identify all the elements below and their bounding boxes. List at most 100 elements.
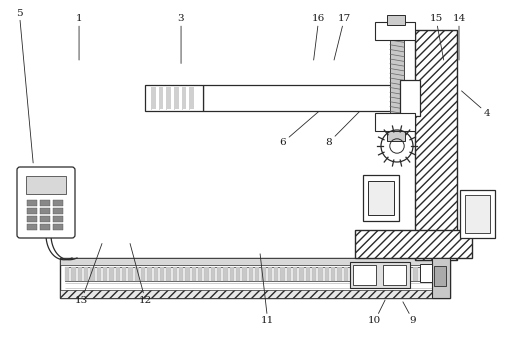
Bar — [26, 176, 66, 194]
Bar — [386, 15, 404, 25]
Bar — [352, 265, 375, 285]
Bar — [60, 258, 449, 298]
Bar — [354, 230, 471, 258]
Bar — [185, 267, 189, 281]
Bar — [305, 267, 309, 281]
Text: 12: 12 — [130, 244, 152, 305]
Bar — [412, 267, 417, 281]
Bar — [254, 267, 259, 281]
Bar — [40, 224, 50, 230]
Bar — [425, 267, 430, 281]
Text: 11: 11 — [260, 254, 274, 325]
Bar — [166, 87, 171, 109]
Bar — [382, 265, 405, 285]
Bar — [65, 267, 444, 281]
Bar — [158, 87, 163, 109]
Bar — [27, 200, 37, 206]
Bar — [406, 267, 411, 281]
Bar — [60, 290, 449, 298]
Bar — [419, 264, 431, 282]
Text: 8: 8 — [325, 111, 359, 147]
Bar — [389, 40, 403, 116]
Bar — [173, 267, 177, 281]
Bar — [189, 87, 193, 109]
Bar — [116, 267, 120, 281]
Bar — [324, 267, 328, 281]
Bar — [273, 267, 278, 281]
Bar — [122, 267, 126, 281]
Bar — [27, 216, 37, 222]
Text: 1: 1 — [76, 14, 82, 60]
Bar — [374, 113, 414, 131]
Bar — [151, 87, 155, 109]
Bar — [53, 200, 63, 206]
Bar — [330, 267, 335, 281]
Bar — [369, 267, 373, 281]
Bar — [147, 267, 152, 281]
Bar — [349, 267, 354, 281]
Bar — [109, 267, 114, 281]
Bar — [248, 267, 252, 281]
Bar — [419, 267, 423, 281]
Bar — [459, 190, 494, 238]
Text: 13: 13 — [75, 244, 102, 305]
Bar — [431, 258, 449, 298]
Bar — [160, 267, 164, 281]
Bar — [375, 267, 379, 281]
Bar — [174, 87, 178, 109]
Bar — [293, 267, 297, 281]
Text: 3: 3 — [178, 14, 184, 63]
Bar — [267, 267, 272, 281]
Bar — [349, 262, 409, 288]
Bar — [362, 175, 398, 221]
Bar — [387, 267, 391, 281]
Bar — [367, 181, 393, 215]
Bar — [53, 216, 63, 222]
Text: 17: 17 — [333, 14, 350, 60]
Bar — [416, 88, 421, 108]
Bar — [97, 267, 101, 281]
Bar — [216, 267, 221, 281]
Bar — [374, 22, 414, 40]
Text: 6: 6 — [279, 111, 318, 147]
Bar — [181, 87, 186, 109]
Bar — [414, 30, 456, 260]
Bar — [203, 85, 414, 111]
Bar — [204, 267, 208, 281]
Text: 14: 14 — [451, 14, 465, 60]
Bar — [53, 208, 63, 214]
Bar — [399, 80, 419, 116]
Bar — [179, 267, 183, 281]
Bar — [134, 267, 139, 281]
Bar — [400, 267, 404, 281]
Bar — [166, 267, 171, 281]
Bar — [140, 267, 145, 281]
Bar — [242, 267, 246, 281]
Text: 16: 16 — [312, 14, 325, 60]
Bar — [53, 224, 63, 230]
Bar — [343, 267, 348, 281]
Bar — [103, 267, 107, 281]
Bar — [60, 258, 449, 265]
Bar — [65, 267, 69, 281]
Bar — [145, 85, 203, 111]
Text: 15: 15 — [429, 14, 443, 60]
Bar — [280, 267, 284, 281]
Bar — [381, 267, 385, 281]
Bar — [40, 216, 50, 222]
Bar — [229, 267, 234, 281]
Bar — [464, 195, 489, 233]
Text: 10: 10 — [367, 300, 384, 325]
Bar — [432, 267, 436, 281]
Text: 9: 9 — [402, 302, 415, 325]
Bar — [286, 267, 291, 281]
Bar — [27, 208, 37, 214]
Bar — [210, 267, 215, 281]
Bar — [393, 267, 398, 281]
Bar — [223, 267, 228, 281]
Bar — [236, 267, 240, 281]
Bar — [197, 267, 202, 281]
FancyBboxPatch shape — [17, 167, 75, 238]
Bar — [71, 267, 76, 281]
Bar — [90, 267, 95, 281]
